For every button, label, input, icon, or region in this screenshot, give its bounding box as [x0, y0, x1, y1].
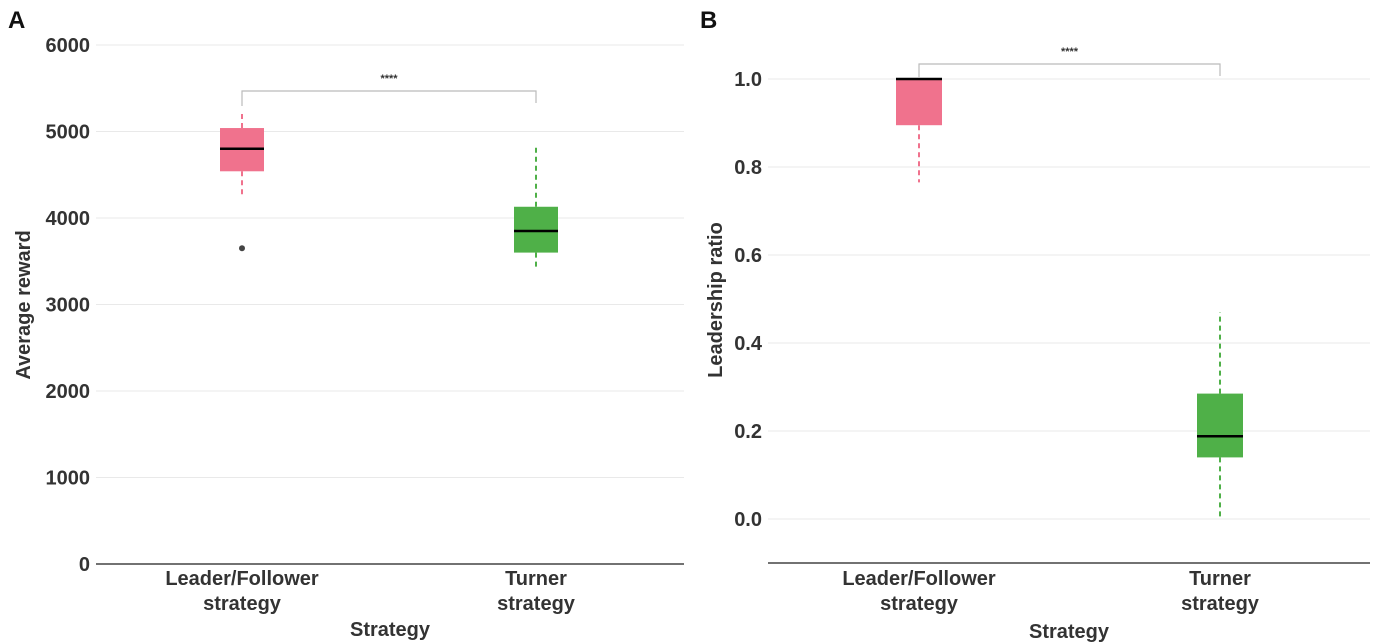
y-tick-label: 0 [79, 554, 90, 576]
box-turner [514, 146, 558, 270]
significance-bracket [918, 63, 1221, 78]
x-tick-label: Leader/Follower [165, 568, 319, 590]
y-tick-label: 2000 [46, 381, 91, 403]
significance-label: **** [1061, 46, 1079, 58]
x-tick-label: strategy [1181, 593, 1260, 615]
panel-letter-a: A [8, 7, 25, 34]
y-tick-label: 6000 [46, 35, 91, 57]
y-tick-label: 0.6 [734, 245, 762, 267]
outlier-point [239, 245, 245, 252]
box-turner [1197, 312, 1243, 519]
y-tick-label: 0.4 [734, 333, 763, 355]
y-axis-title: Leadership ratio [705, 222, 727, 378]
y-tick-label: 0.2 [734, 421, 762, 443]
x-tick-label: Leader/Follower [842, 568, 996, 590]
x-tick-label: strategy [203, 593, 282, 615]
y-axis-title: Average reward [13, 230, 35, 379]
significance-bracket [241, 90, 537, 106]
y-tick-label: 0.8 [734, 157, 762, 179]
x-tick-label: Turner [1189, 568, 1251, 590]
iqr-box [514, 206, 558, 253]
x-tick-label: strategy [880, 593, 959, 615]
panel-b: B 0.0 0.2 0.4 0.6 0.8 1.0 Leader/Follower strate… [700, 7, 1370, 643]
significance-label: **** [380, 73, 398, 85]
x-axis-title: Strategy [1029, 621, 1110, 643]
y-tick-label: 0.0 [734, 509, 762, 531]
y-tick-label: 1.0 [734, 69, 762, 91]
y-tick-label: 5000 [46, 122, 91, 144]
panel-letter-b: B [700, 7, 717, 34]
y-tick-label: 4000 [46, 208, 91, 230]
iqr-box [896, 79, 942, 126]
x-tick-label: strategy [497, 593, 576, 615]
x-axis-title: Strategy [350, 619, 431, 641]
box-leader-follower [896, 77, 942, 183]
panel-a: A 0 1000 2000 3000 4000 5000 6000 Leader/Followe… [8, 7, 684, 641]
y-tick-label: 3000 [46, 295, 91, 317]
iqr-box [1197, 393, 1243, 458]
x-tick-label: Turner [505, 568, 567, 590]
y-tick-label: 1000 [46, 468, 91, 490]
box-leader-follower [220, 112, 264, 252]
